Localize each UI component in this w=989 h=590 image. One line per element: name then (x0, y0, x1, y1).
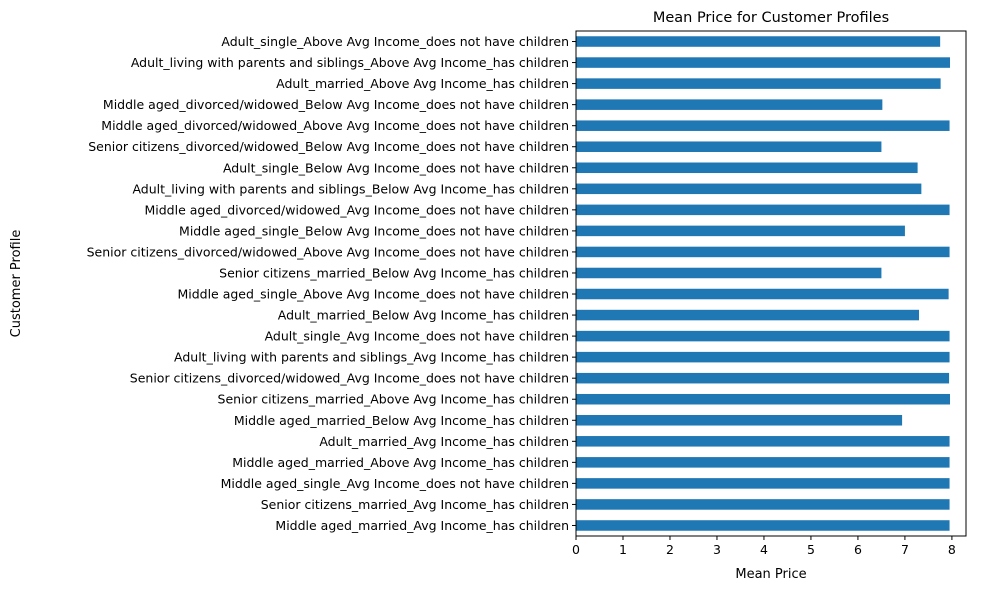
x-tick-label: 6 (854, 542, 862, 557)
y-tick-label: Senior citizens_married_Avg Income_has c… (261, 497, 569, 512)
y-tick-label: Adult_married_Above Avg Income_has child… (276, 76, 569, 91)
y-tick-label: Adult_single_Below Avg Income_does not h… (223, 160, 569, 175)
bar (576, 499, 950, 510)
x-tick-label: 2 (666, 542, 674, 557)
bar (576, 36, 941, 47)
y-tick-label: Middle aged_divorced/widowed_Above Avg I… (101, 118, 569, 133)
bar (576, 393, 951, 405)
bar (576, 457, 950, 468)
bar (576, 330, 950, 342)
y-axis-ticks: Adult_single_Above Avg Income_does not h… (87, 34, 576, 533)
bar (576, 415, 903, 426)
bar (576, 120, 950, 131)
y-tick-label: Middle aged_divorced/widowed_Below Avg I… (103, 97, 569, 112)
bar (576, 478, 950, 489)
x-tick-label: 1 (619, 542, 627, 557)
y-axis-label: Customer Profile (9, 230, 24, 338)
y-tick-label: Senior citizens_married_Above Avg Income… (218, 392, 569, 407)
x-tick-label: 8 (948, 542, 956, 557)
y-tick-label: Adult_living with parents and siblings_B… (132, 181, 569, 196)
y-tick-label: Adult_living with parents and siblings_A… (131, 55, 569, 70)
bar (576, 225, 905, 237)
y-tick-label: Adult_married_Below Avg Income_has child… (278, 308, 569, 323)
y-tick-label: Adult_single_Above Avg Income_does not h… (221, 34, 569, 49)
x-tick-label: 7 (901, 542, 909, 557)
y-tick-label: Senior citizens_divorced/widowed_Avg Inc… (130, 371, 569, 386)
bar (576, 288, 949, 300)
bar (576, 162, 918, 174)
y-tick-label: Middle aged_divorced/widowed_Avg Income_… (144, 202, 569, 217)
y-tick-label: Middle aged_married_Above Avg Income_has… (232, 455, 569, 470)
bar (576, 351, 950, 363)
x-tick-label: 4 (760, 542, 768, 557)
bar (576, 99, 883, 110)
plot-frame (575, 30, 967, 537)
bar (576, 57, 951, 68)
bar (576, 246, 950, 258)
axes-frame (575, 30, 967, 537)
bar (576, 436, 950, 447)
x-tick-label: 5 (807, 542, 815, 557)
y-tick-label: Senior citizens_divorced/widowed_Below A… (88, 139, 569, 154)
bar (576, 372, 950, 384)
y-tick-label: Senior citizens_married_Below Avg Income… (219, 265, 569, 280)
bar (576, 309, 920, 321)
bar (576, 267, 882, 279)
x-tick-label: 0 (572, 542, 580, 557)
x-axis-ticks: 0 1 2 3 4 5 6 7 8 (572, 536, 956, 557)
y-tick-label: Adult_married_Avg Income_has children (319, 434, 569, 449)
y-tick-label: Middle aged_married_Avg Income_has child… (275, 518, 569, 533)
bar (576, 78, 941, 89)
bar (576, 141, 882, 152)
bars-group (576, 36, 951, 531)
y-tick-label: Adult_single_Avg Income_does not have ch… (265, 329, 569, 344)
y-tick-label: Middle aged_single_Above Avg Income_does… (177, 287, 569, 302)
y-tick-label: Middle aged_married_Below Avg Income_has… (234, 413, 569, 428)
chart-title: Mean Price for Customer Profiles (653, 10, 889, 26)
y-tick-label: Adult_living with parents and siblings_A… (174, 350, 569, 365)
y-tick-label: Middle aged_single_Avg Income_does not h… (221, 476, 569, 491)
x-tick-label: 3 (713, 542, 721, 557)
x-axis-label: Mean Price (735, 567, 806, 582)
bar (576, 183, 922, 195)
y-tick-label: Senior citizens_divorced/widowed_Above A… (87, 244, 569, 259)
bar (576, 204, 950, 216)
bar (576, 520, 950, 531)
y-tick-label: Middle aged_single_Below Avg Income_does… (179, 223, 569, 238)
